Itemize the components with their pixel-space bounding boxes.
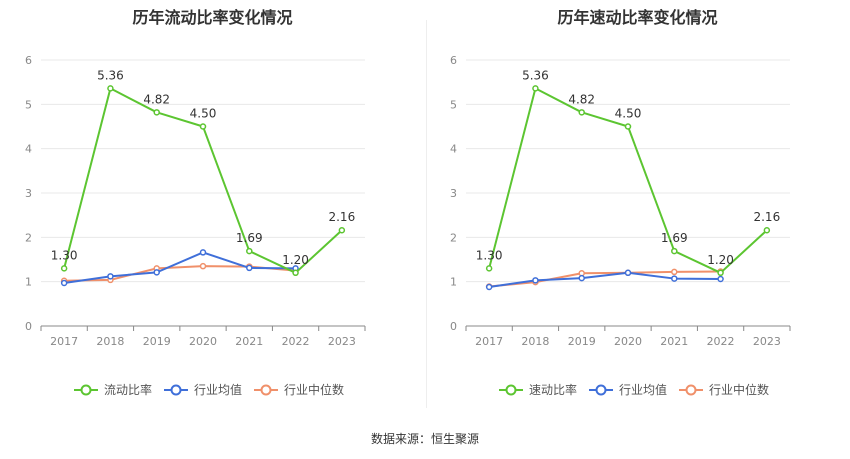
x-tick-label: 2018 xyxy=(521,335,549,348)
x-tick-label: 2020 xyxy=(614,335,642,348)
chart-title: 历年速动比率变化情况 xyxy=(557,8,718,27)
data-label: 4.82 xyxy=(568,92,595,106)
data-label: 1.69 xyxy=(236,231,263,245)
data-point xyxy=(107,85,114,92)
data-point xyxy=(763,226,771,234)
legend-label: 速动比率 xyxy=(529,382,577,397)
y-tick-label: 2 xyxy=(25,231,32,244)
data-point xyxy=(532,277,539,284)
data-point xyxy=(578,274,585,282)
x-tick-label: 2023 xyxy=(328,335,356,348)
y-tick-label: 5 xyxy=(450,98,457,111)
legend-swatch-marker xyxy=(595,384,607,396)
y-tick-label: 0 xyxy=(450,320,457,333)
x-tick-label: 2019 xyxy=(143,335,171,348)
legend-swatch-marker xyxy=(260,384,272,396)
y-tick-label: 1 xyxy=(450,276,457,289)
legend-swatch-marker xyxy=(170,384,182,396)
chart-title: 历年流动比率变化情况 xyxy=(132,8,293,27)
y-tick-label: 2 xyxy=(450,231,457,244)
y-tick-label: 3 xyxy=(450,187,457,200)
legend-label: 流动比率 xyxy=(104,382,152,397)
data-label: 4.50 xyxy=(615,107,642,121)
x-tick-label: 2018 xyxy=(96,335,124,348)
data-point xyxy=(199,262,207,270)
data-point xyxy=(485,265,493,272)
data-point xyxy=(60,279,68,287)
data-label: 1.69 xyxy=(661,231,688,245)
x-tick-label: 2022 xyxy=(707,335,735,348)
data-point xyxy=(485,283,493,291)
y-tick-label: 4 xyxy=(25,143,32,156)
quick-ratio-panel: 历年速动比率变化情况 0 1 2 3 4 5 6 2017 2018 2019 2020 2021 20… xyxy=(425,0,850,420)
current-ratio-panel: 历年流动比率变化情况 0 1 2 3 4 5 6 2017 2018 2019 2020 2021 20… xyxy=(0,0,425,420)
x-tick-label: 2021 xyxy=(660,335,688,348)
quick-ratio-chart: 0 1 2 3 4 5 6 2017 2018 2019 2020 2021 2022 2023 1.30 5… xyxy=(450,54,791,397)
data-point xyxy=(532,85,539,92)
data-point xyxy=(246,247,253,255)
data-label: 2.16 xyxy=(328,210,355,224)
data-point xyxy=(107,273,114,280)
data-point xyxy=(60,265,68,272)
data-label: 4.82 xyxy=(143,92,170,106)
data-point xyxy=(671,275,678,282)
legend-label: 行业中位数 xyxy=(284,382,344,397)
legend-label: 行业均值 xyxy=(619,382,667,397)
data-point xyxy=(199,123,207,130)
x-tick-label: 2019 xyxy=(568,335,596,348)
y-tick-label: 3 xyxy=(25,187,32,200)
y-tick-label: 1 xyxy=(25,276,32,289)
legend-label: 行业中位数 xyxy=(709,382,769,397)
x-tick-label: 2020 xyxy=(189,335,217,348)
data-point xyxy=(153,109,160,116)
data-point xyxy=(199,249,207,256)
x-tick-label: 2023 xyxy=(753,335,781,348)
data-point xyxy=(671,268,678,276)
series-line-1 xyxy=(489,271,721,288)
current-ratio-chart: 0 1 2 3 4 5 6 2017 2018 2019 2020 2021 2022 2023 1.30 5… xyxy=(25,54,366,397)
x-tick-label: 2022 xyxy=(282,335,310,348)
data-point xyxy=(338,226,346,234)
data-point xyxy=(153,269,160,276)
data-label: 1.30 xyxy=(51,248,78,262)
x-tick-label: 2017 xyxy=(475,335,503,348)
legend-swatch-marker xyxy=(505,384,517,396)
x-tick-label: 2017 xyxy=(50,335,78,348)
y-tick-label: 5 xyxy=(25,98,32,111)
legend-swatch-marker xyxy=(685,384,697,396)
data-label: 1.20 xyxy=(282,253,309,267)
data-label: 5.36 xyxy=(522,68,549,82)
y-tick-label: 0 xyxy=(25,320,32,333)
data-point xyxy=(717,275,724,283)
legend-label: 行业均值 xyxy=(194,382,242,397)
y-tick-label: 6 xyxy=(25,54,32,67)
data-label: 1.20 xyxy=(707,253,734,267)
panel-divider xyxy=(426,20,427,408)
data-point xyxy=(578,109,585,116)
data-point xyxy=(292,269,299,277)
data-point xyxy=(624,123,632,130)
data-label: 5.36 xyxy=(97,68,124,82)
data-label: 1.30 xyxy=(476,248,503,262)
data-source: 数据来源：恒生聚源 xyxy=(370,432,479,446)
series-line-1 xyxy=(64,251,296,284)
series-line-2 xyxy=(489,270,721,288)
data-point xyxy=(246,264,253,272)
data-point xyxy=(717,269,724,277)
y-tick-label: 4 xyxy=(450,143,457,156)
data-label: 4.50 xyxy=(190,107,217,121)
data-point xyxy=(671,247,678,255)
legend-swatch-marker xyxy=(80,384,92,396)
y-tick-label: 6 xyxy=(450,54,457,67)
data-point xyxy=(624,269,632,277)
x-tick-label: 2021 xyxy=(235,335,263,348)
data-label: 2.16 xyxy=(753,210,780,224)
